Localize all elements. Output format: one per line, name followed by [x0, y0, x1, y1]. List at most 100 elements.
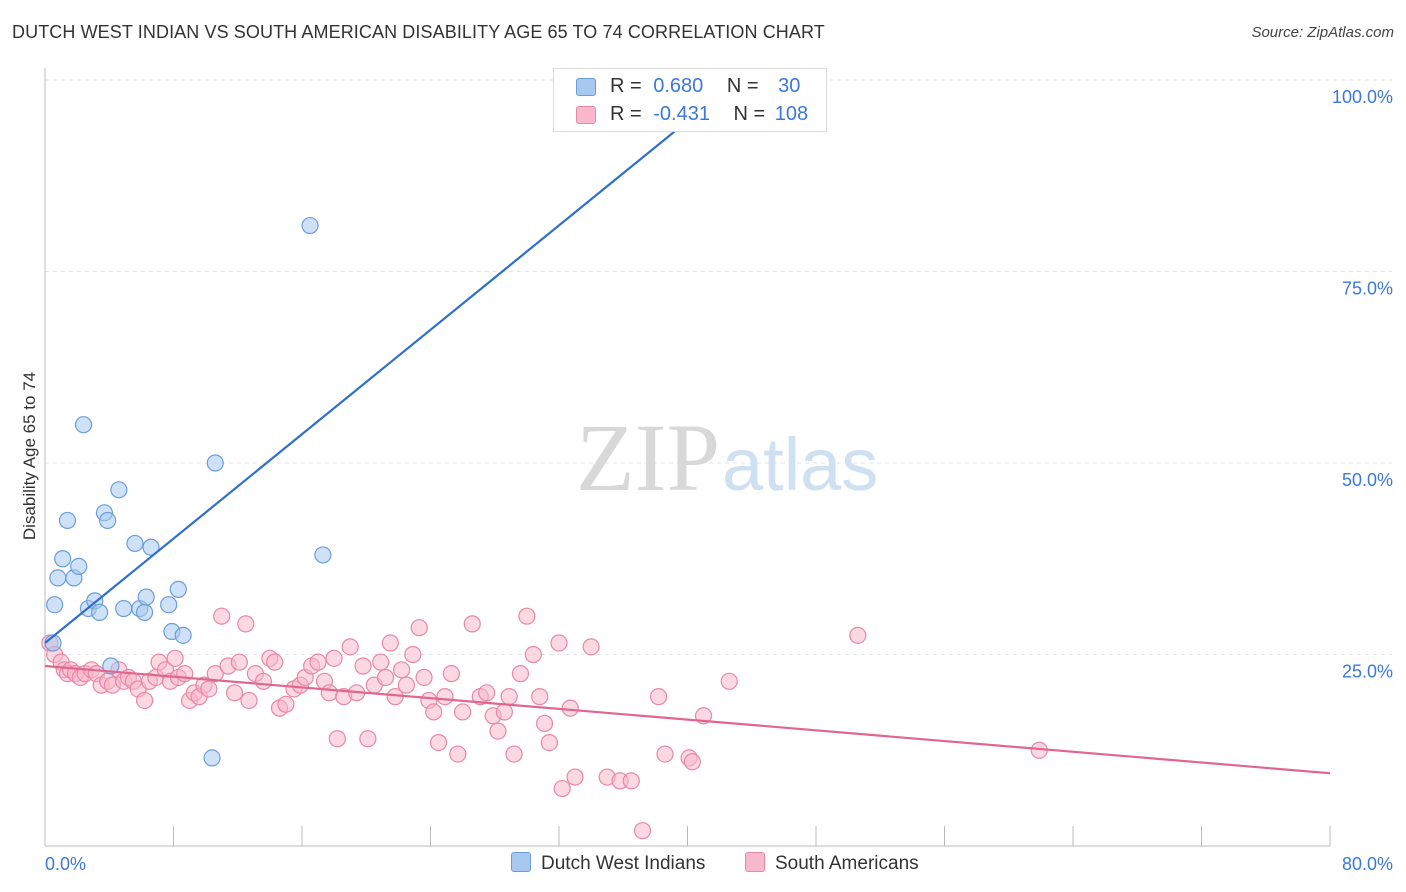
data-point [404, 645, 422, 664]
data-point [142, 538, 160, 556]
data-point [649, 688, 668, 706]
data-point [54, 550, 72, 568]
data-point [561, 699, 579, 717]
n-label: N = [733, 103, 766, 125]
data-point [553, 779, 571, 798]
data-point [489, 722, 507, 740]
data-point [381, 634, 399, 652]
data-point [135, 603, 154, 621]
data-point [237, 615, 255, 633]
legend-label: South Americans [775, 853, 919, 874]
trend-line [44, 113, 697, 644]
data-point [115, 599, 133, 618]
chart-title: DUTCH WEST INDIAN VS SOUTH AMERICAN DISA… [12, 22, 825, 42]
data-point [309, 653, 327, 671]
data-point [535, 714, 554, 733]
data-point [397, 676, 416, 694]
data-point [301, 216, 319, 235]
n-value: 108 [774, 103, 809, 125]
chart-source: Source: ZipAtlas.com [1251, 24, 1394, 41]
data-point [582, 638, 600, 656]
data-point [550, 634, 568, 652]
r-value: -0.431 [653, 103, 710, 125]
data-point [213, 607, 231, 625]
data-point [70, 557, 88, 576]
data-point [392, 661, 411, 679]
legend-swatch [576, 106, 596, 124]
gridlines [45, 79, 1392, 655]
data-point [225, 684, 244, 702]
data-point [137, 588, 155, 606]
x-tick-label: 80.0% [1342, 854, 1393, 874]
data-point [110, 481, 128, 499]
data-point [166, 649, 184, 667]
axes [44, 68, 1331, 847]
y-tick-label: 100.0% [1332, 87, 1393, 107]
data-point [230, 653, 248, 671]
data-point [449, 745, 467, 763]
data-point [359, 730, 377, 748]
data-point [622, 772, 640, 790]
data-point [206, 454, 224, 472]
r-label: R = [610, 103, 642, 125]
data-point [849, 626, 867, 644]
legend-item-south-americans[interactable]: South Americans [745, 852, 919, 875]
data-point [454, 703, 472, 721]
n-label: N = [726, 75, 759, 97]
legend-swatch [745, 852, 765, 872]
data-point [203, 749, 221, 767]
data-point [720, 672, 738, 690]
data-point [328, 730, 346, 748]
data-point [314, 546, 332, 564]
data-point [135, 691, 154, 710]
data-point [176, 665, 194, 683]
legend-swatch [511, 852, 531, 872]
y-tick-label: 50.0% [1342, 470, 1393, 490]
data-point [200, 680, 218, 698]
data-point [169, 580, 187, 598]
data-point [126, 534, 144, 553]
legend-item-dutch-west-indians[interactable]: Dutch West Indians [511, 852, 705, 875]
data-point [160, 596, 178, 614]
series-south-americans [41, 607, 1048, 840]
data-point [266, 653, 284, 671]
data-point [277, 695, 295, 713]
data-point [442, 665, 460, 683]
data-point [46, 596, 64, 614]
data-point [524, 645, 542, 664]
data-point [505, 745, 523, 763]
data-point [174, 626, 192, 644]
data-point [540, 733, 558, 752]
data-point [91, 603, 109, 621]
data-point [463, 615, 481, 633]
data-point [511, 665, 530, 683]
data-point [500, 688, 518, 706]
data-point [206, 665, 224, 683]
data-point [99, 511, 117, 530]
data-point [683, 753, 701, 771]
stats-legend: R = 0.680 N = 30 R = -0.431 N = 108 [553, 68, 827, 132]
data-point [49, 569, 67, 587]
r-value: 0.680 [653, 75, 704, 97]
data-point [254, 672, 273, 690]
data-point [376, 668, 395, 687]
data-point [531, 688, 549, 706]
data-point [372, 653, 390, 671]
data-point [429, 733, 448, 752]
watermark-zip: ZIP [576, 404, 720, 511]
data-point [320, 684, 338, 702]
tick-labels: 25.0% 50.0% 75.0% 100.0% 0.0% 80.0% [45, 87, 1393, 874]
data-point [436, 688, 454, 706]
legend-label: Dutch West Indians [541, 853, 706, 874]
data-point [566, 768, 584, 786]
trend-line [44, 664, 1331, 775]
data-point [74, 416, 93, 434]
data-point [495, 703, 513, 721]
data-point [415, 668, 433, 687]
y-tick-label: 75.0% [1342, 279, 1393, 299]
data-point [633, 822, 652, 840]
data-point [410, 619, 428, 637]
r-label: R = [610, 75, 642, 97]
data-point [354, 657, 372, 675]
